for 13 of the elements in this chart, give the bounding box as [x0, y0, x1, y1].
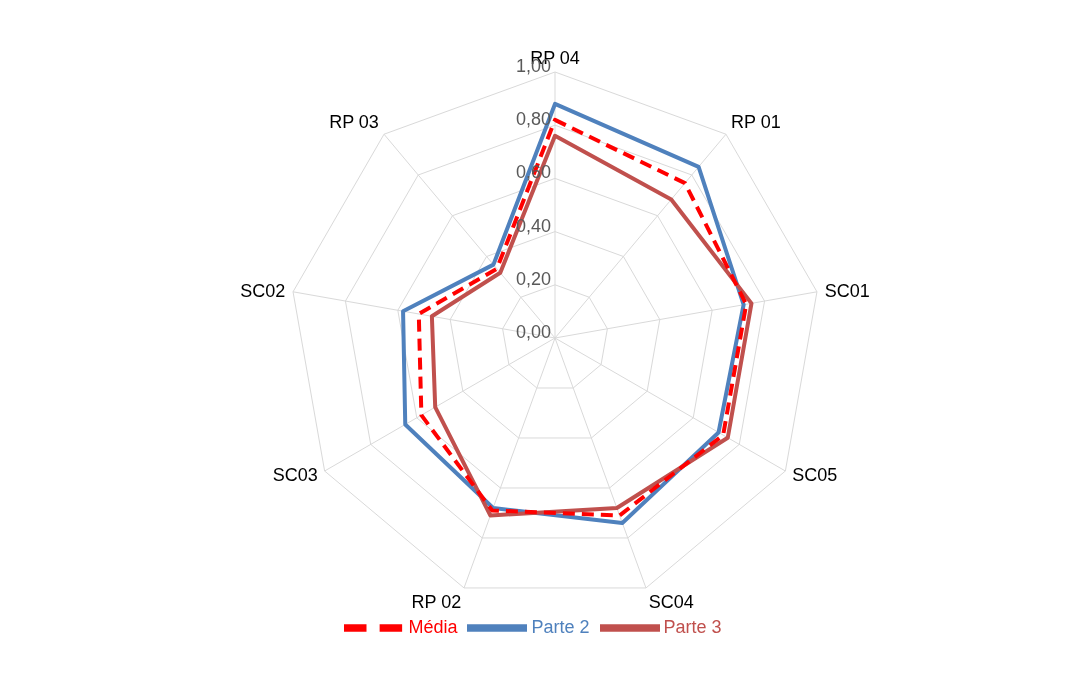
spoke-label: RP 01: [731, 112, 781, 133]
spoke-label: RP 02: [411, 592, 462, 613]
legend-label: Parte 2: [531, 616, 590, 637]
y-tick-label: 0,00: [515, 322, 551, 342]
spoke-label: SC05: [792, 465, 838, 486]
spoke-label: SC01: [824, 280, 870, 301]
spoke-label: RP 03: [329, 112, 379, 133]
legend-label: Média: [408, 616, 458, 637]
spoke-label: SC04: [648, 592, 694, 613]
legend-label: Parte 3: [663, 616, 722, 637]
spoke-label: SC02: [240, 280, 286, 301]
y-tick-label: 0,20: [515, 268, 551, 289]
spoke-label: SC03: [272, 465, 318, 486]
